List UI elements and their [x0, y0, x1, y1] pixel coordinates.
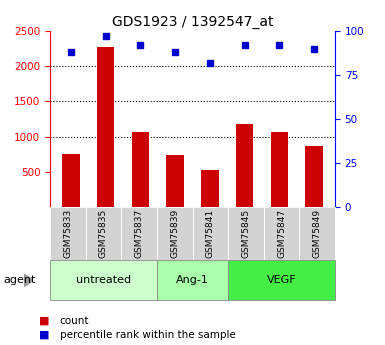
- Bar: [132, 132, 149, 207]
- Text: ■: ■: [38, 316, 49, 326]
- Text: GSM75847: GSM75847: [277, 209, 286, 258]
- Bar: [201, 170, 219, 207]
- Title: GDS1923 / 1392547_at: GDS1923 / 1392547_at: [112, 14, 273, 29]
- Text: VEGF: VEGF: [267, 275, 296, 285]
- Bar: [97, 47, 114, 207]
- Bar: [305, 147, 323, 207]
- Polygon shape: [24, 274, 33, 286]
- Text: agent: agent: [4, 275, 36, 285]
- Text: GSM75839: GSM75839: [170, 209, 179, 258]
- Text: GSM75841: GSM75841: [206, 209, 215, 258]
- Text: Ang-1: Ang-1: [176, 275, 209, 285]
- Text: count: count: [60, 316, 89, 326]
- Text: GSM75837: GSM75837: [135, 209, 144, 258]
- Bar: [62, 154, 80, 207]
- Bar: [166, 155, 184, 207]
- Text: GSM75835: GSM75835: [99, 209, 108, 258]
- Text: ■: ■: [38, 330, 49, 339]
- Text: untreated: untreated: [76, 275, 131, 285]
- Text: GSM75849: GSM75849: [313, 209, 321, 258]
- Text: GSM75833: GSM75833: [64, 209, 72, 258]
- Text: percentile rank within the sample: percentile rank within the sample: [60, 330, 236, 339]
- Bar: [271, 132, 288, 207]
- Bar: [236, 124, 253, 207]
- Text: GSM75845: GSM75845: [241, 209, 250, 258]
